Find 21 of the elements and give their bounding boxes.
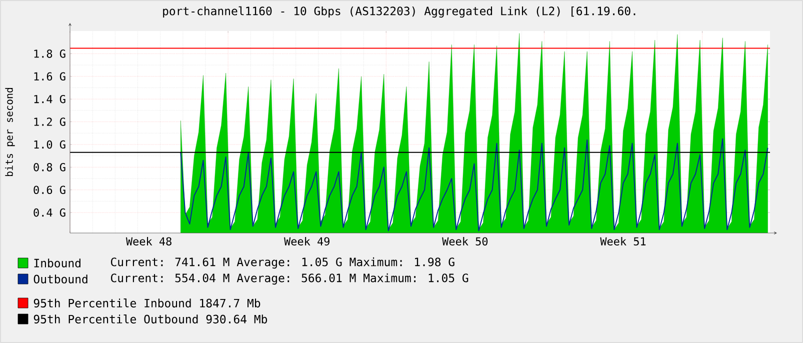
y-tick-label: 1.8 G — [34, 50, 66, 58]
line-series — [180, 138, 768, 232]
legend-label: 95th Percentile Inbound 1847.7 Mb — [34, 298, 260, 308]
chart-title: port-channel1160 - 10 Gbps (AS132203) Aggregated Link (L2) [61.19.60. — [163, 6, 636, 18]
legend-label: Outbound — [34, 274, 88, 284]
text: Current: 554.04 M Average: 566.01 M Maximum: 1.05 G — [110, 273, 468, 285]
y-tick-label: 1.2 G — [34, 118, 66, 126]
y-tick-label: 0.6 G — [34, 186, 66, 194]
x-tick-label: Week 50 — [442, 237, 488, 246]
y-tick-label: 1.6 G — [34, 72, 66, 81]
x-tick-label: Week 49 — [284, 237, 330, 246]
y-axis-title: bits per second — [5, 88, 15, 176]
x-tick-label: Week 48 — [126, 237, 172, 246]
text: Current: 741.61 M Average: 1.05 G Maximum: 1.98 G — [110, 257, 454, 269]
legend-label: Inbound — [34, 258, 80, 268]
legend-label: 95th Percentile Outbound 930.64 Mb — [34, 314, 268, 324]
x-tick-label: Week 51 — [600, 237, 646, 246]
y-tick-label: 0.4 G — [34, 208, 66, 217]
y-tick-label: 0.8 G — [34, 163, 66, 172]
y-tick-label: 1.4 G — [34, 94, 66, 104]
y-tick-label: 1.0 G — [34, 140, 66, 149]
